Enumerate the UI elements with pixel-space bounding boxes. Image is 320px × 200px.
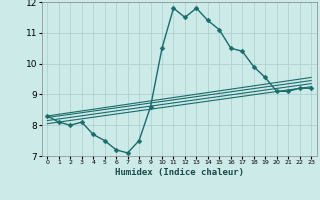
X-axis label: Humidex (Indice chaleur): Humidex (Indice chaleur) bbox=[115, 168, 244, 177]
